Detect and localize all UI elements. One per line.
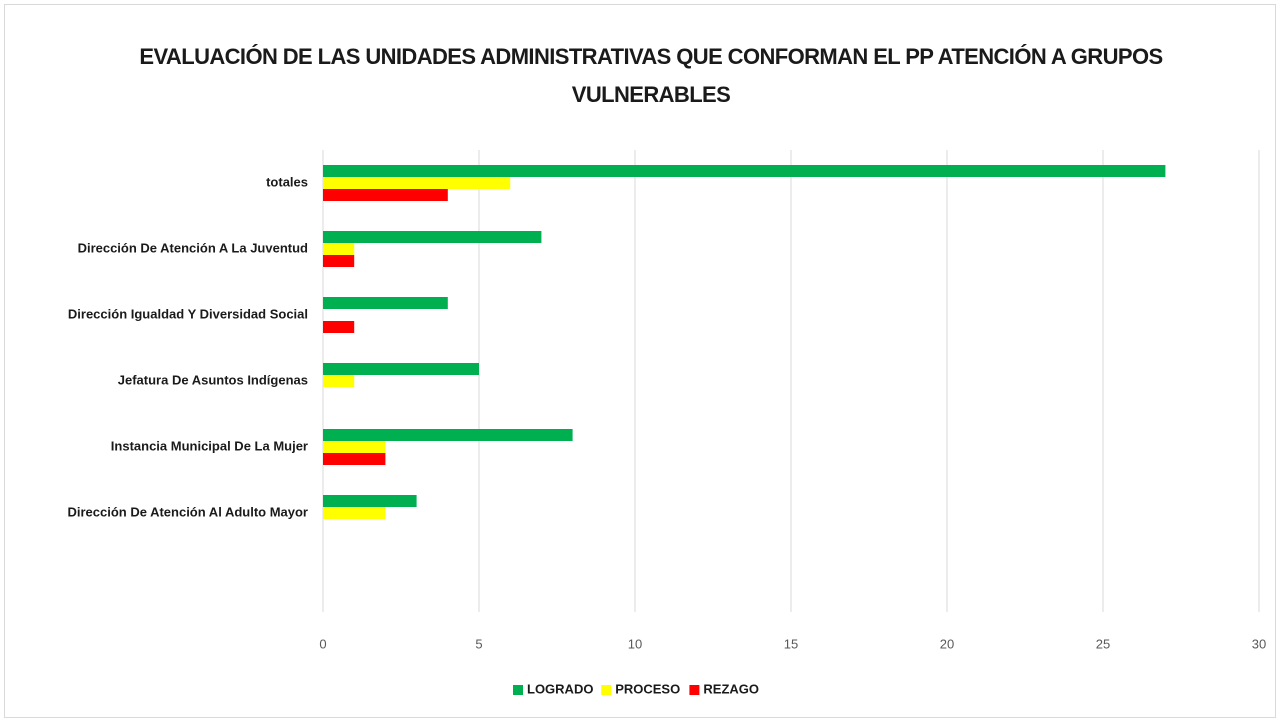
x-tick-label: 5: [475, 636, 482, 651]
category-label: Dirección De Atención A La Juventud: [78, 240, 308, 255]
bar: [323, 177, 511, 189]
bar: [323, 453, 386, 465]
legend-label: PROCESO: [615, 681, 680, 696]
bar: [323, 495, 417, 507]
bar: [323, 363, 479, 375]
x-tick-label: 25: [1096, 636, 1110, 651]
category-label: Dirección Igualdad Y Diversidad Social: [68, 306, 308, 321]
bar: [323, 231, 542, 243]
category-label: Instancia Municipal De La Mujer: [111, 438, 308, 453]
x-tick-label: 0: [319, 636, 326, 651]
bar: [323, 441, 386, 453]
legend-swatch: [601, 685, 612, 695]
x-tick-label: 15: [784, 636, 798, 651]
bar: [323, 507, 386, 519]
category-label: totales: [266, 174, 308, 189]
bar: [323, 189, 448, 201]
bar: [323, 297, 448, 309]
bar: [323, 165, 1166, 177]
x-tick-label: 20: [940, 636, 954, 651]
x-tick-label: 10: [628, 636, 642, 651]
bar: [323, 255, 355, 267]
bar: [323, 375, 355, 387]
bar: [323, 429, 573, 441]
legend-swatch: [689, 685, 700, 695]
legend-label: REZAGO: [703, 681, 759, 696]
bar: [323, 321, 355, 333]
chart-frame: [4, 4, 1276, 718]
legend-swatch: [513, 685, 523, 695]
category-label: Dirección De Atención Al Adulto Mayor: [67, 504, 308, 519]
x-tick-label: 30: [1252, 636, 1266, 651]
chart-title: EVALUACIÓN DE LAS UNIDADES ADMINISTRATIV…: [139, 44, 1163, 107]
legend-label: LOGRADO: [527, 681, 593, 696]
category-label: Jefatura De Asuntos Indígenas: [118, 372, 308, 387]
bar: [323, 243, 355, 255]
